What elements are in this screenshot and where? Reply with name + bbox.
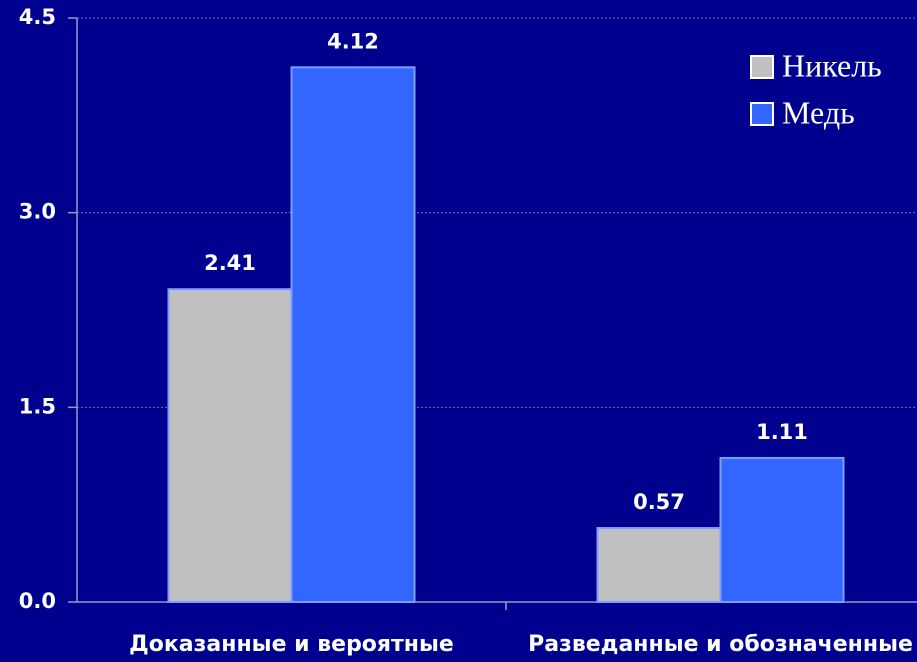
y-tick-label: 1.5: [19, 394, 56, 418]
x-tick-label: Разведанные и обозначенные: [528, 632, 913, 657]
bar: [719, 456, 845, 603]
y-tick-label: 3.0: [19, 200, 56, 224]
value-label: 1.11: [756, 420, 808, 444]
y-tick-label: 0.0: [19, 589, 56, 613]
value-label: 4.12: [327, 29, 379, 53]
value-label: 2.41: [204, 251, 256, 275]
legend-swatch: [750, 55, 774, 79]
legend-swatch: [750, 102, 774, 126]
bar: [167, 288, 293, 603]
bar: [596, 527, 722, 604]
legend-label: Медь: [782, 94, 855, 130]
bar: [290, 66, 416, 603]
y-tick-label: 4.5: [19, 5, 56, 29]
legend-label: Никель: [782, 47, 882, 83]
value-label: 0.57: [633, 490, 685, 514]
x-tick-label: Доказанные и вероятные: [129, 632, 454, 657]
